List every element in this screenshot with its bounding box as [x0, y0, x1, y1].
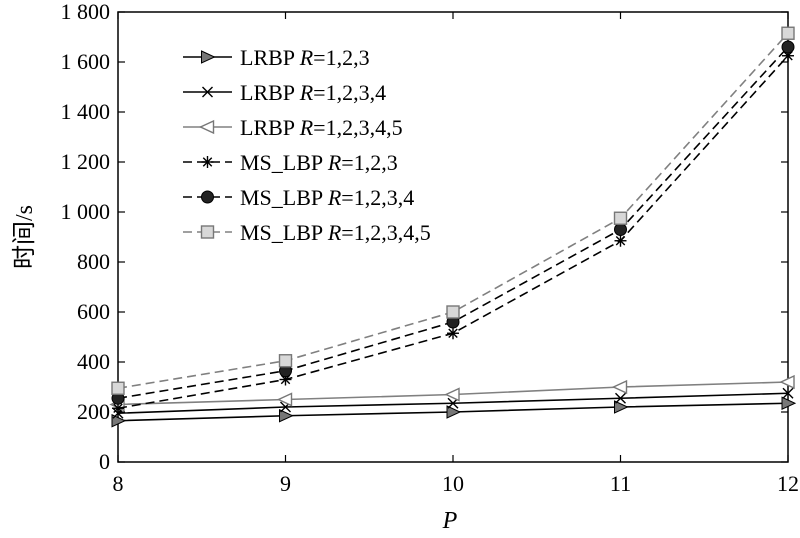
legend-item-2: LRBP R=1,2,3,4 [183, 80, 386, 105]
x-tick-label-1: 9 [280, 471, 291, 496]
series-5-line [117, 46, 789, 400]
series-4-point-3 [447, 327, 459, 340]
legend-label-1: LRBP R=1,2,3 [240, 45, 370, 70]
x-axis-label: P [442, 508, 458, 534]
legend-marker-2 [202, 86, 213, 98]
legend-item-1: LRBP R=1,2,3 [183, 45, 370, 70]
series-3 [109, 374, 795, 412]
series-6-point-3 [446, 305, 460, 319]
series-1-point-5 [781, 396, 797, 411]
series-1-point-3 [446, 405, 462, 419]
series-3-point-5 [779, 374, 795, 390]
legend-label-6: MS_LBP R=1,2,3,4,5 [240, 220, 431, 245]
legend: LRBP R=1,2,3 LRBP R=1,2,3,4 LRBP R=1,2,3,4… [183, 45, 431, 245]
series-4-point-4 [614, 234, 627, 247]
y-tick-label-2: 400 [77, 349, 110, 374]
series-6 [111, 26, 795, 395]
x-tick-label-4: 12 [777, 471, 799, 496]
series-1-point-2 [279, 408, 294, 423]
legend-marker-1 [201, 50, 216, 64]
series-2-point-5 [782, 387, 794, 399]
y-tick-label-9: 1 800 [61, 0, 111, 24]
legend-marker-6 [200, 225, 215, 239]
series-1-point-1 [111, 413, 127, 428]
x-tick-label-0: 8 [113, 471, 124, 496]
series-6-point-1 [111, 381, 125, 395]
y-axis-label: 时间/s [11, 205, 38, 269]
series-3-point-3 [444, 387, 460, 402]
series-4-point-1 [112, 402, 124, 415]
legend-label-2: LRBP R=1,2,3,4 [240, 80, 386, 105]
legend-item-5: MS_LBP R=1,2,3,4 [183, 185, 414, 210]
series-1 [111, 396, 797, 428]
series-6-point-2 [278, 354, 293, 368]
legend-label-3: LRBP R=1,2,3,4,5 [240, 115, 403, 140]
legend-item-4: MS_LBP R=1,2,3 [183, 150, 398, 175]
axis-ticks: 0 200 400 600 800 1 000 1 200 1 400 1 600 1 800 8 9… [61, 0, 800, 496]
y-tick-label-5: 1 000 [61, 199, 111, 224]
series-6-point-4 [613, 211, 628, 225]
y-tick-label-7: 1 400 [61, 99, 111, 124]
legend-label-5: MS_LBP R=1,2,3,4 [240, 185, 414, 210]
y-tick-label-1: 200 [77, 399, 110, 424]
legend-item-3: LRBP R=1,2,3,4,5 [183, 115, 403, 140]
series-5-point-4 [614, 223, 627, 236]
series-5-point-5 [781, 40, 795, 54]
legend-marker-4 [201, 156, 214, 168]
y-tick-label-6: 1 200 [61, 149, 111, 174]
series-3-point-4 [611, 379, 628, 395]
series-group [109, 26, 797, 428]
series-1-point-4 [614, 400, 629, 414]
y-tick-label-3: 600 [77, 299, 110, 324]
series-5 [111, 40, 795, 405]
y-tick-label-0: 0 [99, 449, 110, 474]
series-3-point-2 [276, 392, 293, 407]
y-tick-label-8: 1 600 [61, 49, 111, 74]
legend-label-4: MS_LBP R=1,2,3 [240, 150, 398, 175]
y-tick-label-4: 800 [77, 249, 110, 274]
series-6-point-5 [781, 26, 795, 40]
series-2-point-4 [615, 392, 626, 404]
legend-item-6: MS_LBP R=1,2,3,4,5 [183, 220, 431, 245]
legend-marker-5 [201, 190, 214, 204]
x-tick-label-3: 11 [610, 471, 631, 496]
legend-marker-3 [198, 119, 215, 135]
x-tick-label-2: 10 [442, 471, 464, 496]
